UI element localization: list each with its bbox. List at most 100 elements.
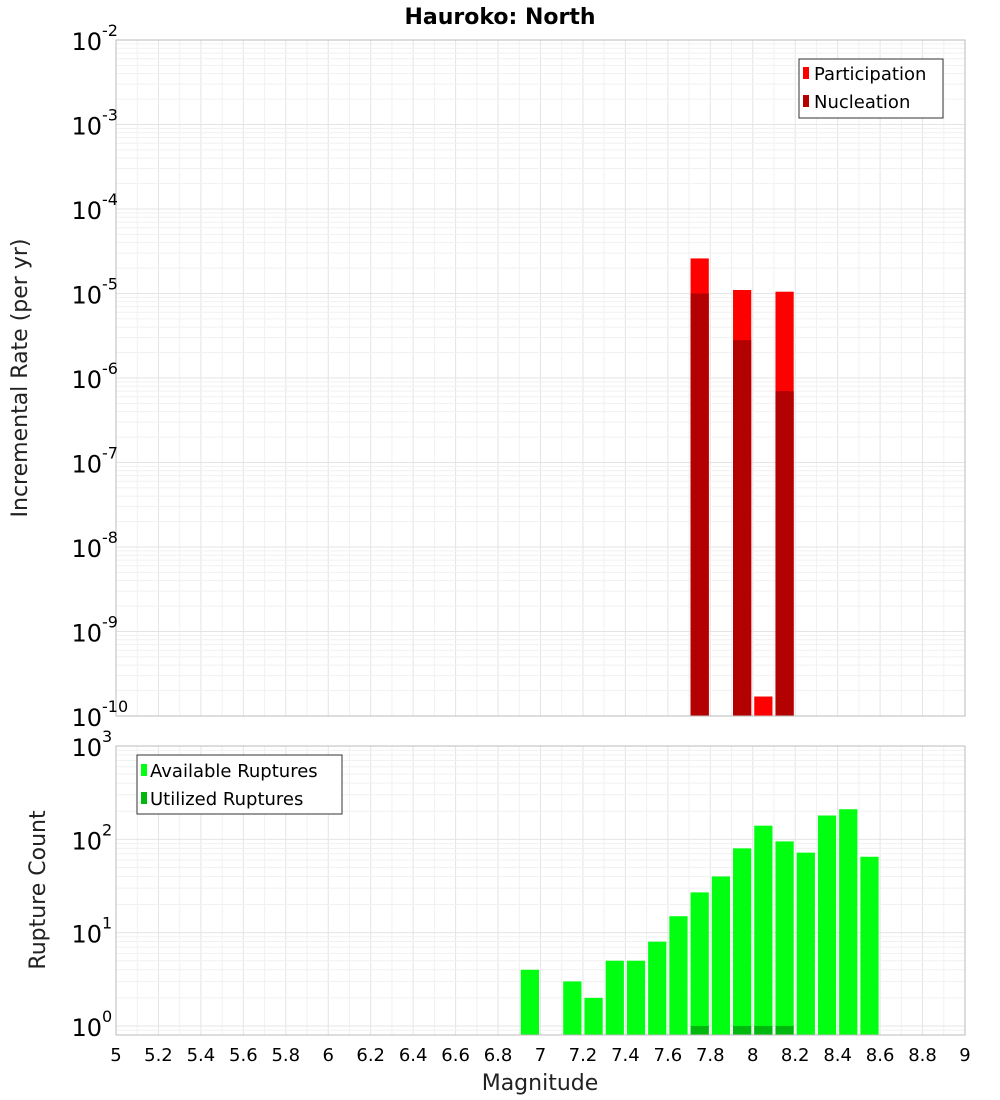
x-tick-label: 6.6 (441, 1045, 470, 1066)
y-tick-exponent: -6 (102, 359, 118, 378)
bar-available-ruptures (817, 815, 837, 1035)
y-tick-base: 10 (71, 704, 102, 732)
x-tick-label: 7.6 (654, 1045, 683, 1066)
x-tick-label: 5.2 (144, 1045, 173, 1066)
legend-swatch-nucleation (803, 95, 809, 107)
x-tick-label: 8.8 (908, 1045, 937, 1066)
legend-label-available-ruptures: Available Ruptures (150, 761, 318, 782)
y-tick-exponent: -5 (102, 275, 118, 294)
top-legend-box (798, 58, 944, 119)
bar-available-ruptures (711, 876, 731, 1035)
y-tick-label: 10 -5 (71, 275, 118, 310)
y-tick-exponent: -9 (102, 613, 118, 632)
y-tick-exponent: 2 (102, 820, 112, 839)
bar-nucleation (733, 340, 752, 716)
bottom-y-axis-label: Rupture Count (26, 810, 51, 970)
y-tick-base: 10 (71, 1014, 102, 1042)
x-tick-label: 6.2 (356, 1045, 385, 1066)
x-tick-label: 5 (110, 1045, 121, 1066)
y-tick-label: 10 1 (71, 914, 112, 949)
bar-available-ruptures (796, 852, 815, 1035)
bar-available-ruptures (605, 960, 624, 1035)
y-tick-exponent: -2 (102, 21, 118, 40)
bar-utilized-ruptures (754, 1025, 773, 1035)
y-tick-label: 10 -6 (71, 359, 118, 394)
bar-utilized-ruptures (690, 1025, 709, 1035)
y-tick-label: 10 -3 (71, 106, 118, 141)
x-tick-label: 6.4 (399, 1045, 428, 1066)
x-tick-label: 7.4 (611, 1045, 640, 1066)
y-tick-label: 10 -9 (71, 613, 118, 648)
x-tick-label: 8.6 (866, 1045, 895, 1066)
y-tick-label: 10 -10 (71, 697, 128, 732)
y-tick-base: 10 (71, 535, 102, 563)
legend-label-participation: Participation (814, 64, 926, 85)
x-tick-label: 7 (535, 1045, 546, 1066)
bar-participation (754, 696, 773, 716)
y-tick-base: 10 (71, 28, 102, 56)
y-tick-label: 10 -7 (71, 444, 118, 479)
bar-available-ruptures (626, 960, 646, 1035)
y-tick-base: 10 (71, 197, 102, 225)
bar-nucleation (775, 391, 794, 716)
legend-label-utilized-ruptures: Utilized Ruptures (150, 789, 303, 810)
y-tick-label: 10 2 (71, 820, 112, 855)
y-tick-base: 10 (71, 451, 102, 479)
x-tick-label: 5.4 (187, 1045, 216, 1066)
y-tick-exponent: 0 (102, 1007, 112, 1026)
bottom-legend-box (136, 754, 343, 815)
y-tick-label: 10 -2 (71, 21, 118, 56)
bar-available-ruptures (775, 841, 794, 1035)
bar-utilized-ruptures (775, 1025, 794, 1035)
x-tick-label: 8 (747, 1045, 758, 1066)
bottom-plot-border (115, 745, 966, 1036)
y-tick-base: 10 (71, 366, 102, 394)
x-tick-labels: 5 5.2 5.4 5.6 5.8 6 6.2 6.4 6.6 6.8 7 7.2 7.4 7.6 7.8 8… (110, 1045, 970, 1066)
y-tick-label: 10 0 (71, 1007, 112, 1042)
y-tick-exponent: -10 (102, 697, 128, 716)
y-tick-base: 10 (71, 827, 102, 855)
x-tick-label: 8.2 (781, 1045, 810, 1066)
y-tick-base: 10 (71, 113, 102, 141)
bar-available-ruptures (563, 981, 582, 1035)
legend-swatch-utilized-ruptures (141, 792, 147, 804)
y-tick-exponent: 3 (102, 727, 112, 746)
y-tick-base: 10 (71, 282, 102, 310)
bar-available-ruptures (733, 848, 752, 1035)
bottom-bars (520, 809, 879, 1035)
y-tick-base: 10 (71, 734, 102, 762)
y-tick-exponent: -7 (102, 444, 118, 463)
bar-available-ruptures (839, 809, 858, 1035)
legend-label-nucleation: Nucleation (814, 92, 910, 113)
x-tick-label: 9 (959, 1045, 970, 1066)
y-tick-exponent: 1 (102, 914, 112, 933)
top-gridlines (116, 40, 965, 716)
x-tick-label: 7.8 (696, 1045, 725, 1066)
bar-nucleation (690, 293, 709, 716)
y-tick-exponent: -3 (102, 106, 118, 125)
bar-available-ruptures (520, 969, 539, 1035)
top-y-axis-label: Incremental Rate (per yr) (8, 239, 33, 518)
x-tick-label: 5.8 (271, 1045, 300, 1066)
x-tick-label: 5.6 (229, 1045, 258, 1066)
x-tick-label: 6 (323, 1045, 334, 1066)
bar-available-ruptures (860, 856, 879, 1035)
bar-utilized-ruptures (733, 1025, 752, 1035)
bar-available-ruptures (584, 997, 603, 1035)
chart-title: Hauroko: North (404, 5, 595, 30)
y-tick-exponent: -4 (102, 190, 118, 209)
y-tick-label: 10 -8 (71, 528, 118, 563)
x-axis-label: Magnitude (482, 1071, 599, 1096)
y-tick-base: 10 (71, 620, 102, 648)
bar-available-ruptures (754, 825, 773, 1035)
bar-available-ruptures (690, 892, 709, 1035)
x-tick-label: 8.4 (823, 1045, 852, 1066)
y-tick-label: 10 -4 (71, 190, 118, 225)
legend-swatch-available-ruptures (141, 764, 147, 776)
x-tick-label: 7.2 (569, 1045, 598, 1066)
